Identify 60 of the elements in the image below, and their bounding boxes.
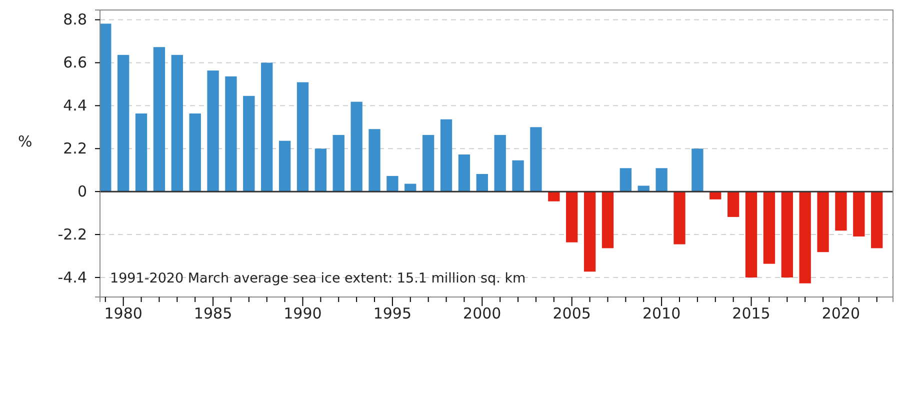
bar — [584, 192, 596, 272]
bar — [225, 76, 237, 192]
bar — [350, 102, 362, 192]
bar — [135, 113, 148, 192]
bar — [656, 168, 668, 192]
bar — [871, 192, 883, 248]
y-tick-label: -4.4 — [58, 268, 87, 286]
bar — [799, 192, 811, 284]
bar — [100, 24, 112, 192]
x-tick-label: 1980 — [104, 304, 142, 323]
bar — [278, 140, 291, 192]
bar — [386, 176, 398, 192]
y-tick-label: -2.2 — [58, 225, 87, 244]
bar — [171, 54, 183, 192]
y-tick-label: 8.8 — [63, 10, 87, 29]
bar — [153, 47, 166, 192]
x-tick-label: 1990 — [284, 304, 322, 323]
bar — [727, 192, 740, 217]
y-tick-label: 4.4 — [63, 96, 87, 114]
bar — [530, 127, 542, 192]
x-tick-label: 1985 — [194, 304, 232, 323]
bar — [566, 192, 578, 242]
bar — [763, 192, 776, 264]
bar — [117, 54, 130, 192]
bar — [512, 160, 524, 192]
bar — [638, 186, 650, 192]
y-tick-label: 2.2 — [63, 139, 87, 158]
x-tick-label: 2005 — [552, 304, 591, 323]
y-tick-label: 0 — [77, 182, 87, 200]
bar — [476, 174, 488, 192]
y-tick-label: 6.6 — [63, 54, 87, 72]
bar — [243, 96, 255, 192]
bar — [817, 192, 829, 252]
x-tick-label: 2020 — [822, 304, 860, 323]
bar — [314, 148, 327, 192]
bar — [781, 192, 793, 278]
annotation: 1991-2020 March average sea ice extent: 15.1 million sq. km — [110, 270, 526, 286]
bar — [745, 192, 758, 278]
bar — [440, 119, 452, 192]
x-tick-label: 1995 — [373, 304, 412, 323]
bar — [674, 192, 686, 244]
bar — [332, 134, 344, 192]
bar — [494, 134, 506, 192]
y-axis-title: % — [18, 132, 32, 151]
bar — [548, 192, 560, 202]
bar — [458, 154, 470, 192]
bar — [189, 113, 201, 192]
bar — [620, 168, 632, 192]
bar — [207, 70, 219, 192]
x-tick-label: 2000 — [463, 304, 502, 323]
x-tick-label: 2015 — [732, 304, 770, 323]
bar — [296, 82, 309, 192]
bar — [835, 192, 847, 231]
bar — [368, 129, 380, 192]
bar — [853, 192, 865, 236]
x-tick-label: 2010 — [642, 304, 681, 323]
bar — [422, 134, 434, 192]
bar — [692, 148, 704, 192]
bar — [261, 62, 273, 192]
bar — [602, 192, 614, 248]
